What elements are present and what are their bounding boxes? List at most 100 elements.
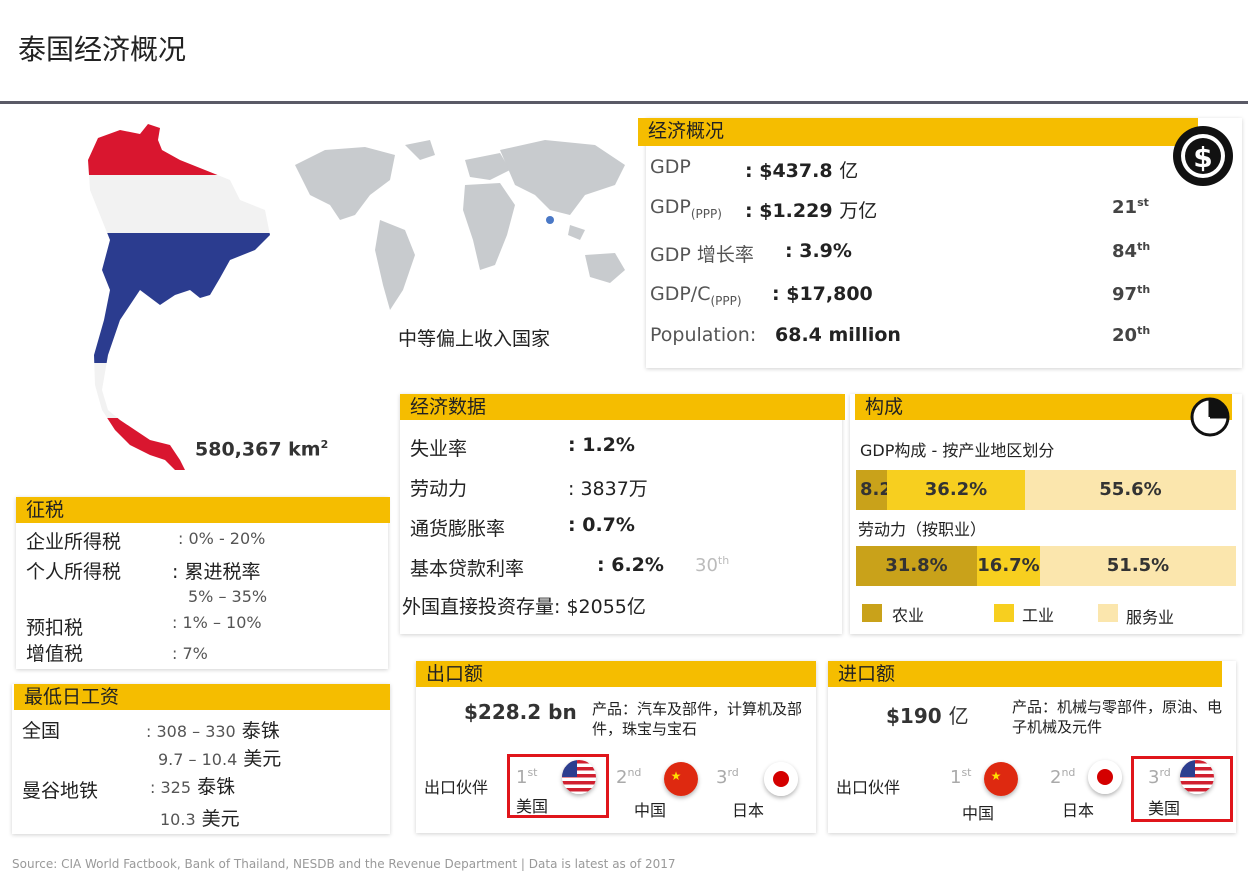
min-wage-heading: 最低日工资 [14, 684, 390, 710]
econ-row-1-value: : $1.229 万亿 [745, 200, 878, 222]
bangkok-wage-usd: 10.3 美元 [160, 808, 240, 830]
inflation-value: : 0.7% [568, 514, 635, 536]
economy-panel [646, 118, 1242, 368]
lending-rate-value: : 6.2% [597, 554, 664, 576]
fdi-row: 外国直接投资存量: $2055亿 [402, 596, 646, 618]
imports-partner-3-name: 美国 [1148, 799, 1181, 818]
exports-partner-1-rank: 1st [516, 766, 538, 788]
exports-partner-3-rank: 3rd [716, 766, 739, 788]
area-value: 580,367 km [195, 438, 321, 461]
imports-products: 产品：机械与零部件，原油、电子机械及元件 [1012, 698, 1223, 736]
national-wage-usd: 9.7 – 10.4 美元 [158, 748, 282, 770]
gdp-services-label: 55.6% [1099, 479, 1162, 500]
source-footnote: Source: CIA World Factbook, Bank of Thai… [12, 857, 676, 871]
china-flag-icon: ★ [984, 762, 1018, 796]
income-class: 中等偏上收入国家 [398, 328, 551, 350]
gdp-composition-bar: 8.2% 36.2% 55.6% [856, 470, 1236, 510]
svg-text:★: ★ [991, 769, 1002, 783]
econ-row-1-rank: 21st [1112, 196, 1149, 218]
tax-panel [16, 497, 388, 669]
vat-label: 增值税 [26, 643, 84, 665]
tax-heading: 征税 [16, 497, 390, 523]
legend-services: 服务业 [1126, 608, 1175, 627]
gdp-agriculture-segment: 8.2% [856, 470, 910, 510]
labor-value: : 3837万 [568, 478, 648, 500]
personal-tax-label: 个人所得税 [26, 561, 122, 583]
vat-value: : 7% [172, 644, 208, 663]
gdp-services-segment: 55.6% [1025, 470, 1236, 510]
imports-partner-2-name: 日本 [1062, 801, 1095, 820]
labor-services-label: 51.5% [1106, 555, 1170, 576]
econ-row-3-label: GDP/C(PPP) [650, 283, 742, 308]
exports-amount: $228.2 bn [464, 700, 577, 724]
legend-agriculture: 农业 [892, 606, 925, 625]
gdp-composition-label: GDP构成 - 按产业地区划分 [860, 441, 1055, 460]
area-unit-sup: 2 [320, 438, 329, 451]
area-text: 580,367 km2 [195, 438, 328, 460]
exports-panel [416, 661, 816, 833]
econ-row-0-value: : $437.8 亿 [745, 160, 859, 182]
exports-partner-1-name: 美国 [516, 797, 549, 816]
corporate-tax-value: : 0% - 20% [178, 529, 266, 548]
imports-top-partner-highlight [1131, 756, 1233, 822]
econ-row-3-value: : $17,800 [772, 283, 873, 305]
japan-flag-icon [1088, 760, 1122, 794]
econ-row-4-label: Population: [650, 324, 757, 346]
labor-agriculture-segment: 31.8% [856, 546, 977, 586]
legend-swatch-industry [994, 604, 1014, 622]
labor-services-segment: 51.5% [1040, 546, 1236, 586]
econ-row-2-label: GDP 增长率 [650, 244, 754, 266]
legend-swatch-services [1098, 604, 1118, 622]
dollar-icon: $ [1173, 126, 1233, 186]
svg-text:$: $ [1193, 141, 1212, 174]
labor-label: 劳动力 [410, 478, 468, 500]
econ-row-2-value: : 3.9% [785, 240, 852, 262]
pie-chart-icon [1190, 397, 1230, 437]
legend-swatch-agriculture [862, 604, 882, 622]
withholding-tax-value: : 1% – 10% [172, 613, 262, 632]
national-wage-value: : 308 – 330 泰铢 [146, 720, 280, 742]
gdp-industry-label: 36.2% [924, 479, 988, 500]
econ-row-3-rank: 97th [1112, 283, 1151, 305]
national-wage-label: 全国 [22, 720, 61, 742]
labor-industry-label: 16.7% [977, 555, 1040, 576]
inflation-label: 通货膨胀率 [410, 518, 506, 540]
page-title: 泰国经济概况 [18, 33, 187, 66]
bangkok-wage-label: 曼谷地铁 [22, 780, 99, 802]
econ-data-heading: 经济数据 [400, 394, 845, 420]
svg-text:★: ★ [671, 769, 682, 783]
econ-row-1-label: GDP(PPP) [650, 196, 722, 221]
labor-composition-label: 劳动力（按职业） [858, 520, 987, 539]
us-flag-icon [562, 760, 596, 794]
economy-heading: 经济概况 [638, 118, 1198, 146]
legend-industry: 工业 [1022, 606, 1055, 625]
personal-tax-value: : 累进税率 [172, 561, 261, 583]
exports-partners-label: 出口伙伴 [424, 778, 489, 797]
unemployment-label: 失业率 [410, 438, 468, 460]
composition-heading: 构成 [855, 394, 1232, 420]
corporate-tax-label: 企业所得税 [26, 531, 122, 553]
econ-row-4-value: 68.4 million [775, 324, 901, 346]
econ-row-2-rank: 84th [1112, 240, 1151, 262]
exports-partner-2-name: 中国 [634, 801, 667, 820]
econ-data-panel [400, 394, 842, 634]
labor-composition-bar: 31.8% 16.7% 51.5% [856, 546, 1236, 586]
exports-top-partner-highlight [507, 754, 609, 818]
imports-heading: 进口额 [828, 661, 1222, 687]
gdp-industry-segment: 36.2% [887, 470, 1025, 510]
imports-partners-label: 出口伙伴 [836, 778, 901, 797]
lending-rate-label: 基本贷款利率 [410, 558, 525, 580]
world-map [295, 140, 625, 310]
econ-row-4-rank: 20th [1112, 324, 1151, 346]
econ-row-0-label: GDP [650, 156, 691, 178]
china-flag-icon: ★ [664, 762, 698, 796]
imports-panel [828, 661, 1236, 833]
exports-partner-3-name: 日本 [732, 801, 765, 820]
us-flag-icon [1180, 760, 1214, 794]
imports-partner-1-name: 中国 [962, 804, 995, 823]
imports-partner-2-rank: 2nd [1050, 766, 1076, 788]
imports-amount: $190 亿 [886, 704, 969, 728]
labor-agriculture-label: 31.8% [885, 555, 948, 576]
unemployment-value: : 1.2% [568, 434, 635, 456]
bangkok-wage-value: : 325 泰铢 [150, 776, 236, 798]
